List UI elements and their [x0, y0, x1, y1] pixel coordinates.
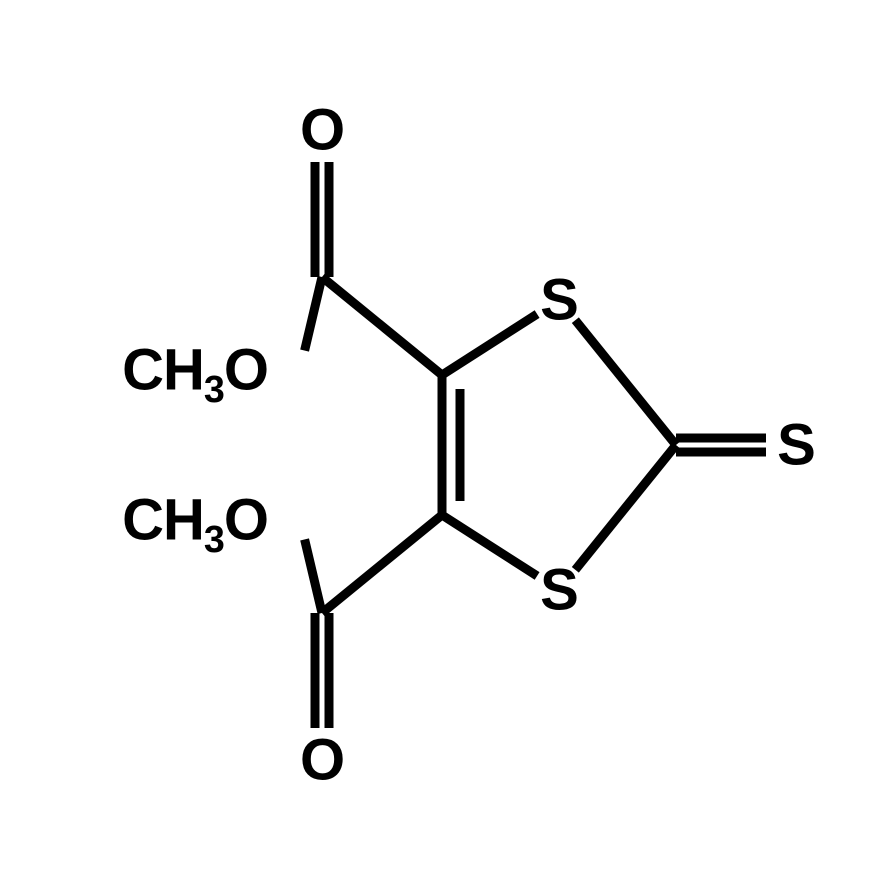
atom-label-o_top: O: [300, 97, 344, 164]
atom-label-s_upper: S: [540, 267, 578, 334]
atom-label-ch3o_lower: CH3O: [122, 487, 268, 554]
bond-layer: [0, 0, 890, 890]
chemical-structure-diagram: O CH3O S S CH3O S O: [0, 0, 890, 890]
atom-label-ch3o_upper: CH3O: [122, 337, 268, 404]
atom-label-s_lower: S: [540, 557, 578, 624]
atom-label-s_right: S: [777, 412, 815, 479]
atom-label-o_bottom: O: [300, 727, 344, 794]
